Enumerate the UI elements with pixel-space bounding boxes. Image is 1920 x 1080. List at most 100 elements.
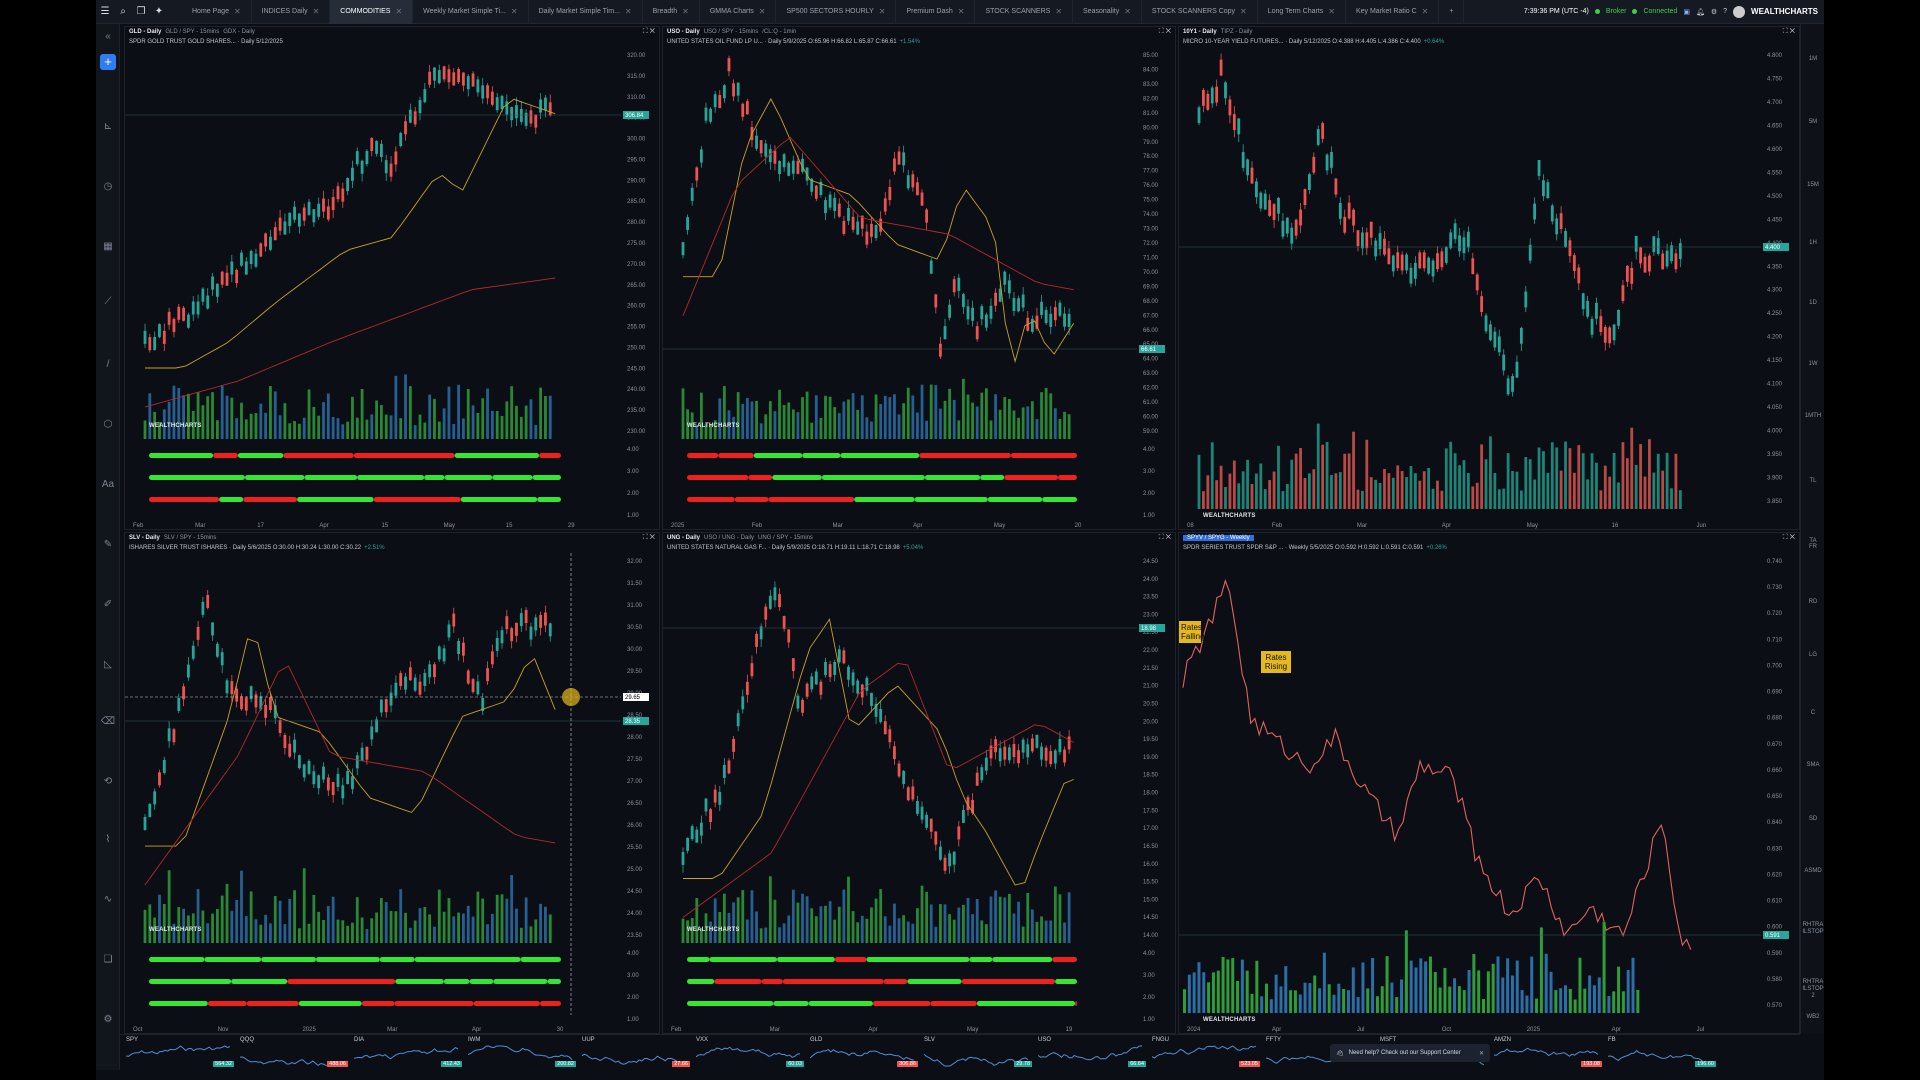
- close-tab-icon[interactable]: ✕: [1240, 7, 1247, 16]
- tab-item[interactable]: Premium Dash ✕: [896, 0, 976, 24]
- chart-tab[interactable]: 10Y1 - Daily: [1183, 29, 1217, 35]
- chart-canvas[interactable]: 32.0031.5031.0030.5030.0029.5029.0028.50…: [125, 533, 660, 1034]
- save-icon[interactable]: ▣: [1683, 8, 1690, 16]
- close-tab-icon[interactable]: ✕: [312, 7, 320, 16]
- chart-panel-gld[interactable]: GLD - Daily GLD / SPY - 15mins GDX - Daily…: [124, 26, 660, 530]
- pencil-icon[interactable]: ✎: [103, 538, 113, 550]
- layout-icon[interactable]: ❐: [136, 6, 146, 17]
- close-tab-icon[interactable]: ✕: [233, 7, 241, 16]
- close-icon[interactable]: ✕: [1165, 28, 1171, 35]
- indicator-2[interactable]: LG: [1808, 652, 1817, 658]
- indicator-3[interactable]: C: [1810, 710, 1816, 716]
- chart-tab[interactable]: USO / SPY - 15mins: [703, 29, 759, 35]
- close-tab-icon[interactable]: ✕: [395, 7, 403, 16]
- help-icon[interactable]: ?: [1723, 8, 1728, 15]
- close-tab-icon[interactable]: ✕: [510, 7, 518, 16]
- close-tab-icon[interactable]: ✕: [758, 7, 766, 16]
- ticker-iwm[interactable]: IWM 200.82: [468, 1037, 576, 1069]
- layers-icon[interactable]: ❏: [103, 953, 113, 965]
- timeframe-1w[interactable]: 1W: [1808, 360, 1818, 367]
- add-tab-button[interactable]: +: [1439, 0, 1465, 24]
- indicator-1[interactable]: RD: [1808, 599, 1818, 605]
- timeframe-15m[interactable]: 15M: [1807, 181, 1819, 188]
- chart-tab[interactable]: /CL:Q - 1min: [762, 29, 797, 35]
- indicator-icon[interactable]: ⌇: [105, 833, 111, 845]
- close-tab-icon[interactable]: ✕: [957, 7, 965, 16]
- ticker-qqq[interactable]: QQQ 488.06: [240, 1037, 348, 1069]
- chart-tab[interactable]: UNG - Daily: [667, 535, 701, 541]
- ticker-vxx[interactable]: VXX 60.03: [696, 1037, 804, 1069]
- timeframe-1mth[interactable]: 1MTH: [1804, 412, 1822, 419]
- chart-panel-ung[interactable]: UNG - Daily USO / UNG - Daily UNG / SPY - …: [662, 532, 1176, 1034]
- add-icon[interactable]: +: [100, 54, 116, 70]
- tab-item[interactable]: INDICES Daily ✕: [252, 0, 331, 24]
- close-tab-icon[interactable]: ✕: [1055, 7, 1063, 16]
- timeframe-1h[interactable]: 1H: [1809, 240, 1817, 246]
- close-icon[interactable]: ✕: [649, 534, 655, 541]
- menu-icon[interactable]: ☰: [100, 6, 110, 17]
- indicator-4[interactable]: SMA: [1806, 762, 1820, 768]
- line-tool-icon[interactable]: /: [106, 358, 110, 370]
- ticker-uup[interactable]: UUP 27.66: [582, 1037, 690, 1069]
- tab-item[interactable]: Key Market Ratio C ✕: [1346, 0, 1440, 24]
- collapse-icon[interactable]: «: [105, 31, 111, 42]
- brush-icon[interactable]: ✐: [103, 598, 113, 610]
- ruler-icon[interactable]: ◺: [104, 658, 112, 670]
- ticker-fb[interactable]: FB 196.60: [1608, 1037, 1716, 1069]
- close-tab-icon[interactable]: ✕: [878, 7, 886, 16]
- chart-tab[interactable]: USO - Daily: [667, 29, 700, 35]
- measure-icon[interactable]: ⊾: [103, 121, 113, 132]
- ticker-spy[interactable]: SPY 564.32: [126, 1037, 234, 1069]
- ticker-uso[interactable]: USO 66.64: [1038, 1037, 1146, 1069]
- chart-tab[interactable]: GDX - Daily: [223, 29, 255, 35]
- indicator-7[interactable]: RHTRA ILSTOP: [1802, 922, 1824, 935]
- search-icon[interactable]: ⌕: [120, 6, 126, 17]
- close-icon[interactable]: ✕: [1478, 1050, 1484, 1057]
- ticker-amzn[interactable]: AMZN 193.08: [1494, 1037, 1602, 1069]
- chart-tab[interactable]: GLD - Daily: [129, 29, 162, 35]
- close-tab-icon[interactable]: ✕: [624, 7, 632, 16]
- chart-panel-slv[interactable]: SLV - Daily SLV / SPY - 15mins ⛶ ✕ ISHARES …: [124, 532, 660, 1034]
- chart-tab[interactable]: GLD / SPY - 15mins: [165, 29, 220, 35]
- close-icon[interactable]: ✕: [1165, 534, 1171, 541]
- tab-item[interactable]: Breadth ✕: [643, 0, 700, 24]
- cycle-icon[interactable]: ⟲: [103, 776, 113, 787]
- tab-item[interactable]: GMMA Charts ✕: [700, 0, 777, 24]
- close-icon[interactable]: ✕: [1789, 28, 1795, 35]
- close-tab-icon[interactable]: ✕: [1328, 7, 1335, 16]
- gear-icon[interactable]: ⚙: [1710, 8, 1718, 16]
- eraser-icon[interactable]: ⌫: [100, 716, 116, 727]
- chart-tab[interactable]: UNG / SPY - 15mins: [758, 535, 813, 541]
- calendar-icon[interactable]: ▦: [103, 241, 113, 252]
- timeframe-ta[interactable]: TA: [1809, 538, 1817, 545]
- indicator-6[interactable]: ASMD: [1804, 868, 1822, 874]
- chart-canvas[interactable]: 0.7400.7300.7200.7100.7000.6900.6800.670…: [1179, 533, 1800, 1034]
- avatar[interactable]: [1733, 5, 1746, 18]
- chart-tab[interactable]: USO / UNG - Daily: [704, 535, 755, 541]
- shape-icon[interactable]: ⬡: [103, 418, 113, 430]
- tab-item[interactable]: Seasonality ✕: [1073, 0, 1142, 24]
- bell-icon[interactable]: 🔔︎: [1695, 8, 1705, 16]
- maximize-icon[interactable]: ⛶: [1782, 28, 1788, 35]
- ticker-fngu[interactable]: FNGU 523.05: [1152, 1037, 1260, 1069]
- chart-panel-uso[interactable]: USO - Daily USO / SPY - 15mins/CL:Q - 1mi…: [662, 26, 1176, 530]
- chart-canvas[interactable]: 85.0084.0083.0082.0081.0080.0079.0078.00…: [663, 27, 1176, 530]
- ticker-slv[interactable]: SLV 29.78: [924, 1037, 1032, 1069]
- ai-icon[interactable]: ✦: [154, 6, 164, 17]
- close-icon[interactable]: ✕: [1789, 534, 1795, 541]
- trend-icon[interactable]: ⟋: [104, 296, 112, 307]
- chart-canvas[interactable]: 24.5024.0023.5023.0022.5022.0021.5021.00…: [663, 533, 1176, 1034]
- maximize-icon[interactable]: ⛶: [1158, 28, 1164, 35]
- ticker-gld[interactable]: GLD 306.86: [810, 1037, 918, 1069]
- tab-item[interactable]: Daily Market Simple Tim... ✕: [529, 0, 643, 24]
- settings-icon[interactable]: ⚙: [103, 1013, 113, 1025]
- chart-panel-10y[interactable]: 10Y1 - Daily TIPZ - Daily ⛶ ✕ MICRO 10-YEAR…: [1178, 26, 1800, 530]
- close-icon[interactable]: ✕: [649, 28, 655, 35]
- chart-canvas[interactable]: 4.8004.7504.7004.6504.6004.5504.5004.450…: [1179, 27, 1800, 530]
- tab-item[interactable]: COMMODITIES ✕: [330, 0, 414, 24]
- close-tab-icon[interactable]: ✕: [1124, 7, 1131, 16]
- indicator-5[interactable]: SD: [1808, 816, 1818, 822]
- clock-icon[interactable]: ◷: [103, 181, 113, 192]
- tab-item[interactable]: Weekly Market Simple Ti... ✕: [413, 0, 529, 24]
- tab-item[interactable]: Long Term Charts ✕: [1258, 0, 1346, 24]
